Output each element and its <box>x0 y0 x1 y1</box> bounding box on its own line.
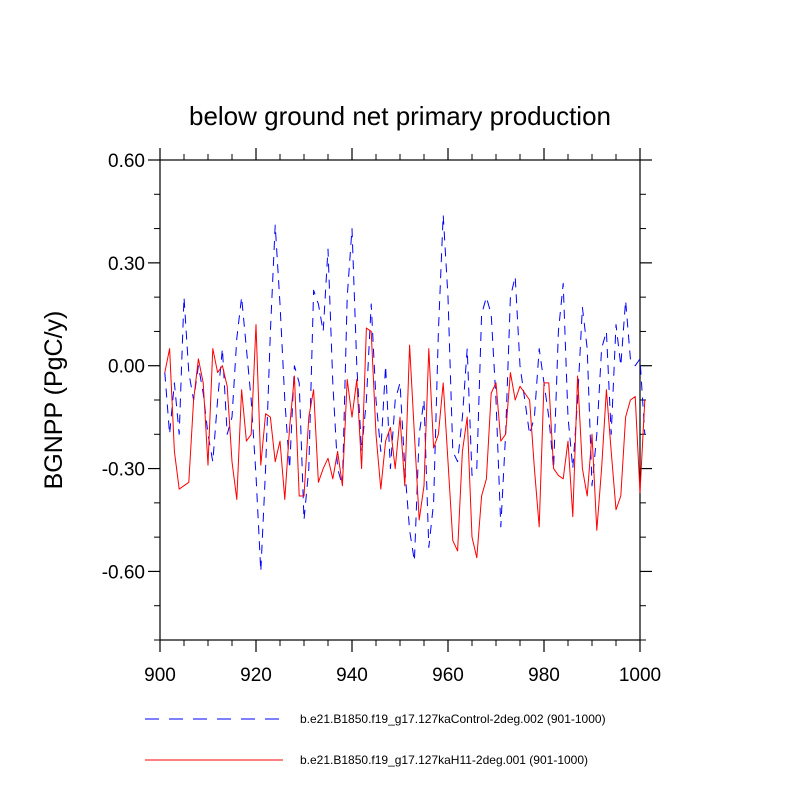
y-axis-label: BGNPP (PgC/y) <box>40 311 68 490</box>
plot-frame <box>159 159 641 641</box>
legend-label-1: b.e21.B1850.f19_g17.127kaControl-2deg.00… <box>300 712 606 726</box>
legend-label-2: b.e21.B1850.f19_g17.127kaH11-2deg.001 (9… <box>300 753 588 767</box>
x-tick-label: 960 <box>432 665 464 686</box>
x-tick-label: 1000 <box>619 665 661 686</box>
y-tick-label: -0.30 <box>102 460 145 481</box>
y-tick-label: 0.60 <box>108 151 145 172</box>
x-tick-label: 920 <box>240 665 272 686</box>
x-tick-label: 980 <box>528 665 560 686</box>
series-line-2 <box>164 324 646 559</box>
legend: b.e21.B1850.f19_g17.127kaControl-2deg.00… <box>145 712 606 767</box>
series-line-1 <box>164 214 646 572</box>
x-tick-label: 900 <box>144 665 176 686</box>
y-tick-label: -0.60 <box>102 562 145 583</box>
y-tick-label: 0.00 <box>108 357 145 378</box>
y-tick-label: 0.30 <box>108 254 145 275</box>
series-layer <box>164 214 646 572</box>
x-tick-label: 940 <box>336 665 368 686</box>
chart-title: below ground net primary production <box>189 101 611 131</box>
axis-ticks: 900 920 940 960 980 1000 0.60 0.30 0.00 -0.30 -0.6… <box>102 148 661 686</box>
